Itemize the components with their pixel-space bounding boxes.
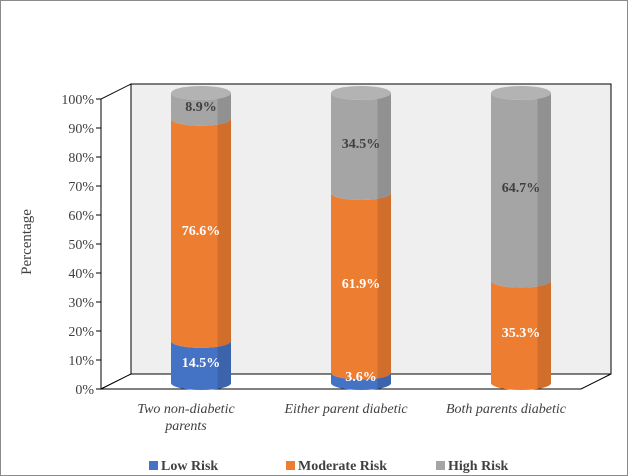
x-category-label: Both parents diabetic: [446, 402, 567, 417]
cylinder-top: [491, 86, 551, 100]
legend-label: Low Risk: [161, 459, 218, 474]
legend-label: High Risk: [448, 459, 509, 474]
y-tick-label: 0%: [75, 383, 94, 398]
left-wall: [100, 83, 132, 390]
cylinder-shade: [537, 280, 551, 389]
data-label: 34.5%: [342, 137, 381, 152]
cylinder-shade: [377, 193, 391, 379]
data-label: 8.9%: [185, 100, 217, 115]
y-tick-label: 40%: [68, 267, 94, 282]
y-tick-label: 70%: [68, 180, 94, 195]
cylinder-shade: [217, 93, 231, 125]
legend-swatch: [436, 461, 445, 470]
cylinder-segment: [171, 118, 232, 348]
y-tick-label: 90%: [68, 122, 94, 137]
cylinder-segment: [331, 372, 391, 390]
y-tick-label: 80%: [68, 151, 94, 166]
x-category-label: Either parent diabetic: [283, 402, 408, 417]
x-category-label: Two non-diabetic: [137, 402, 235, 417]
y-tick-label: 30%: [68, 296, 94, 311]
cylinder-segment: [331, 93, 391, 201]
y-tick-label: 20%: [68, 325, 94, 340]
data-label: 61.9%: [342, 277, 381, 292]
data-label: 3.6%: [345, 370, 377, 385]
cylinder-top: [171, 86, 231, 100]
legend-swatch: [149, 461, 158, 470]
cylinder-segment: [171, 93, 232, 126]
x-category-label: parents: [164, 419, 207, 434]
data-label: 76.6%: [182, 224, 221, 239]
cylinder-shade: [537, 93, 551, 287]
cylinder-top: [331, 86, 391, 100]
legend-label: Moderate Risk: [298, 459, 387, 474]
cylinder-shade: [217, 340, 231, 389]
y-axis-label: Percentage: [19, 209, 35, 275]
data-label: 35.3%: [502, 326, 541, 341]
cylinder-segment: [491, 280, 551, 390]
cylinder-segment: [491, 93, 551, 288]
data-label: 64.7%: [502, 181, 541, 196]
y-tick-label: 10%: [68, 354, 94, 369]
data-label: 14.5%: [182, 356, 221, 371]
cylinder-segment: [171, 340, 232, 390]
cylinder-shade: [377, 93, 391, 199]
legend-swatch: [286, 461, 295, 470]
y-tick-label: 100%: [61, 93, 94, 108]
y-tick-label: 50%: [68, 238, 94, 253]
y-tick-label: 60%: [68, 209, 94, 224]
cylinder-segment: [331, 193, 391, 380]
cylinder-shade: [377, 372, 391, 389]
cylinder-shade: [217, 118, 231, 347]
